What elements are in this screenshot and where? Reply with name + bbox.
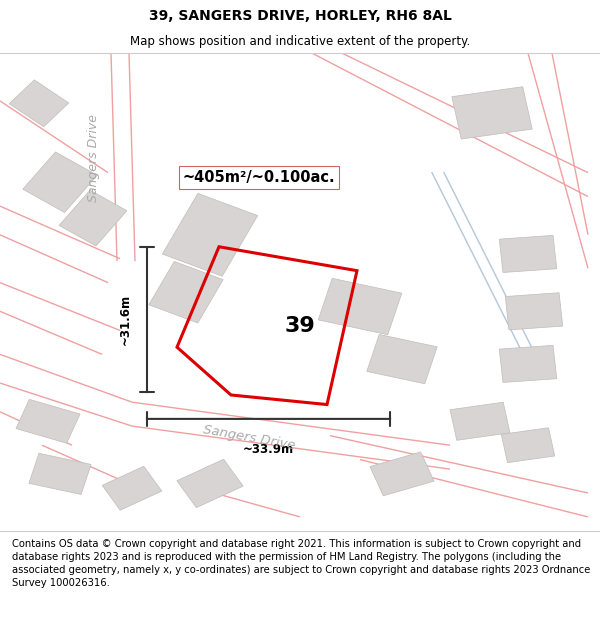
Polygon shape bbox=[102, 466, 162, 510]
Text: ~31.6m: ~31.6m bbox=[119, 294, 132, 345]
Polygon shape bbox=[163, 193, 257, 276]
Polygon shape bbox=[177, 459, 243, 508]
Polygon shape bbox=[9, 80, 69, 127]
Polygon shape bbox=[499, 236, 557, 272]
Text: Sangers Drive: Sangers Drive bbox=[86, 114, 100, 202]
Text: ~405m²/~0.100ac.: ~405m²/~0.100ac. bbox=[183, 170, 335, 185]
Text: ~33.9m: ~33.9m bbox=[243, 442, 294, 456]
Polygon shape bbox=[29, 453, 91, 494]
Polygon shape bbox=[499, 346, 557, 382]
Polygon shape bbox=[149, 261, 223, 323]
Polygon shape bbox=[450, 402, 510, 441]
Polygon shape bbox=[367, 334, 437, 384]
Polygon shape bbox=[318, 278, 402, 335]
Polygon shape bbox=[501, 428, 555, 462]
Polygon shape bbox=[16, 399, 80, 443]
Text: 39: 39 bbox=[284, 316, 316, 336]
Polygon shape bbox=[23, 152, 97, 213]
Polygon shape bbox=[452, 87, 532, 139]
Polygon shape bbox=[370, 452, 434, 496]
Polygon shape bbox=[505, 292, 563, 330]
Text: Map shows position and indicative extent of the property.: Map shows position and indicative extent… bbox=[130, 35, 470, 48]
Text: Contains OS data © Crown copyright and database right 2021. This information is : Contains OS data © Crown copyright and d… bbox=[12, 539, 590, 588]
Text: 39, SANGERS DRIVE, HORLEY, RH6 8AL: 39, SANGERS DRIVE, HORLEY, RH6 8AL bbox=[149, 9, 451, 23]
Text: Sangers Drive: Sangers Drive bbox=[202, 424, 296, 452]
Polygon shape bbox=[59, 190, 127, 246]
